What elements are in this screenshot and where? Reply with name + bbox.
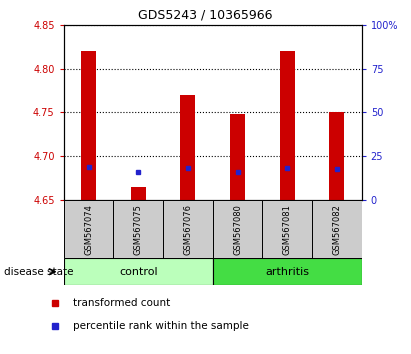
Bar [329,112,344,200]
Bar [64,258,213,285]
Bar [163,200,213,258]
Text: GSM567074: GSM567074 [84,204,93,255]
Bar [213,258,362,285]
Bar [81,51,96,200]
Text: GSM567082: GSM567082 [332,204,342,255]
Text: transformed count: transformed count [73,298,170,308]
Text: percentile rank within the sample: percentile rank within the sample [73,321,248,331]
Text: GSM567075: GSM567075 [134,204,143,255]
Text: GSM567080: GSM567080 [233,204,242,255]
Text: GSM567081: GSM567081 [283,204,292,255]
Text: arthritis: arthritis [265,267,309,277]
Bar [280,51,295,200]
Bar [262,200,312,258]
Bar [312,200,362,258]
Bar [230,114,245,200]
Bar [180,95,195,200]
Text: control: control [119,267,157,277]
Bar [131,187,145,200]
Text: GSM567076: GSM567076 [183,204,192,255]
Bar [213,200,262,258]
Text: GDS5243 / 10365966: GDS5243 / 10365966 [138,9,273,22]
Bar [64,200,113,258]
Text: disease state: disease state [4,267,74,277]
Bar [113,200,163,258]
